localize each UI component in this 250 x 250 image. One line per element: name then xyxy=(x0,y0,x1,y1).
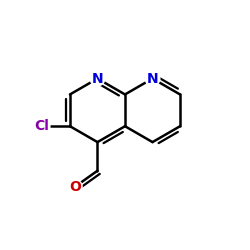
Circle shape xyxy=(68,180,82,194)
Text: N: N xyxy=(92,72,103,86)
Text: Cl: Cl xyxy=(34,119,49,133)
Circle shape xyxy=(90,71,105,86)
Text: O: O xyxy=(69,180,81,194)
Text: N: N xyxy=(147,72,158,86)
Circle shape xyxy=(33,118,50,135)
Circle shape xyxy=(145,71,160,86)
